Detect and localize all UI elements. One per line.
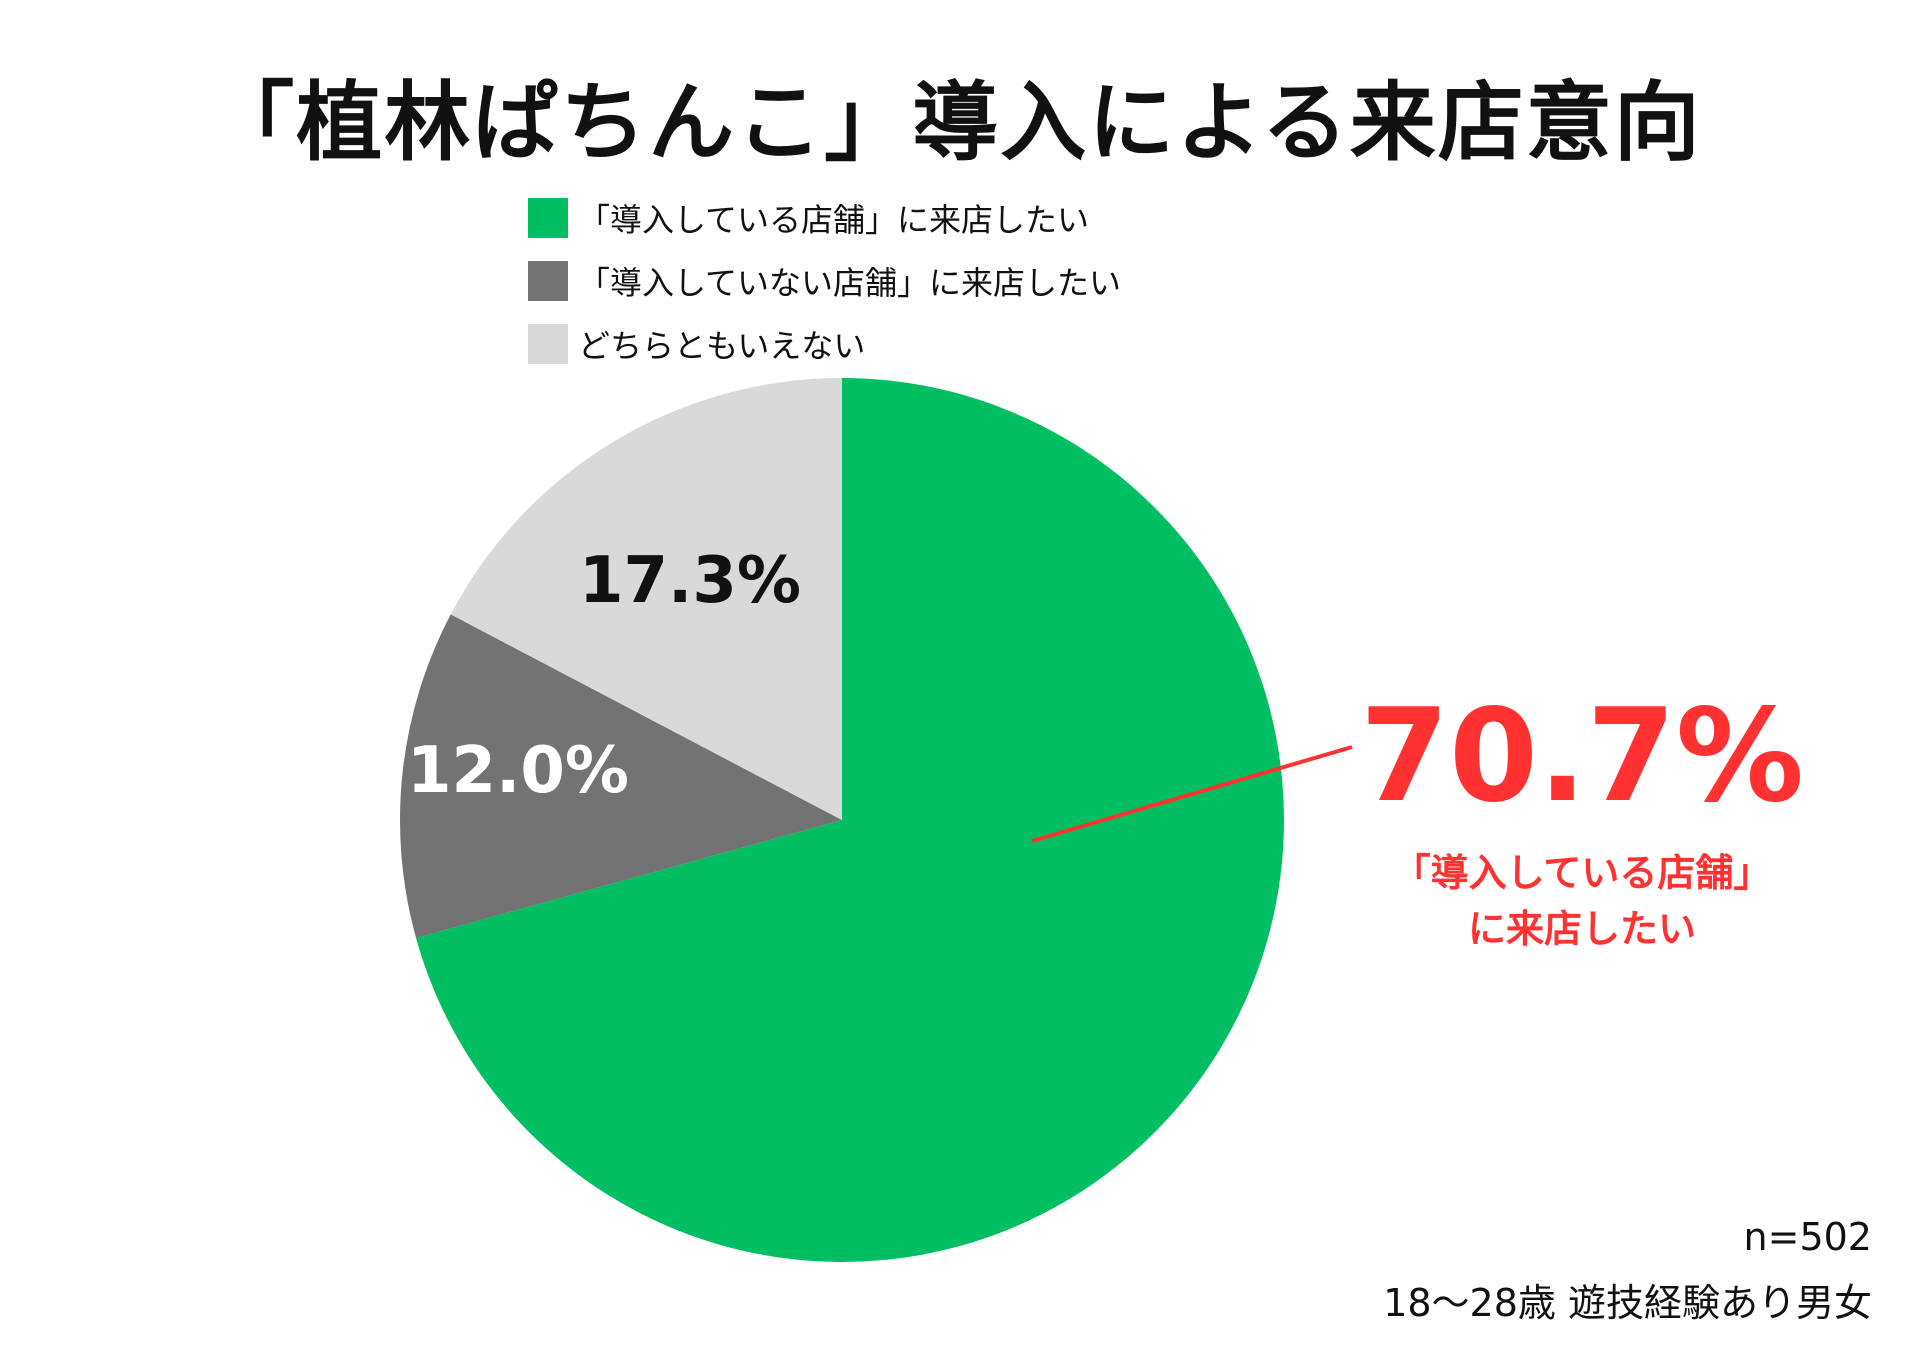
callout-label-line-1: 「導入している店舗」	[1393, 851, 1772, 895]
legend-swatch-neutral	[528, 324, 568, 364]
legend-item-neutral: どちらともいえない	[528, 322, 1121, 366]
legend: 「導入している店舗」に来店したい 「導入していない店舗」に来店したい どちらとも…	[528, 196, 1121, 385]
legend-swatch-install	[528, 198, 568, 238]
pie-slice-no-install	[400, 614, 842, 938]
callout-label-line-2: に来店したい	[1468, 907, 1696, 951]
pie-slice-install	[416, 378, 1285, 1263]
slice-label-neutral: 17.3%	[579, 544, 801, 618]
callout-leader-line	[1031, 745, 1353, 843]
legend-swatch-no-install	[528, 261, 568, 301]
sample-size-note: n=502	[1743, 1215, 1872, 1259]
legend-item-no-install: 「導入していない店舗」に来店したい	[528, 259, 1121, 303]
legend-label-no-install: 「導入していない店舗」に来店したい	[578, 264, 1122, 302]
chart-title: 「植林ぱちんこ」導入による来店意向	[208, 73, 1702, 173]
legend-label-neutral: どちらともいえない	[578, 327, 866, 365]
respondent-note: 18〜28歳 遊技経験あり男女	[1383, 1281, 1872, 1325]
callout-value: 70.7%	[1360, 682, 1804, 831]
legend-label-install: 「導入している店舗」に来店したい	[578, 201, 1090, 239]
pie-slice-neutral	[450, 378, 842, 820]
legend-item-install: 「導入している店舗」に来店したい	[528, 196, 1121, 240]
slice-label-no-install: 12.0%	[407, 734, 629, 808]
